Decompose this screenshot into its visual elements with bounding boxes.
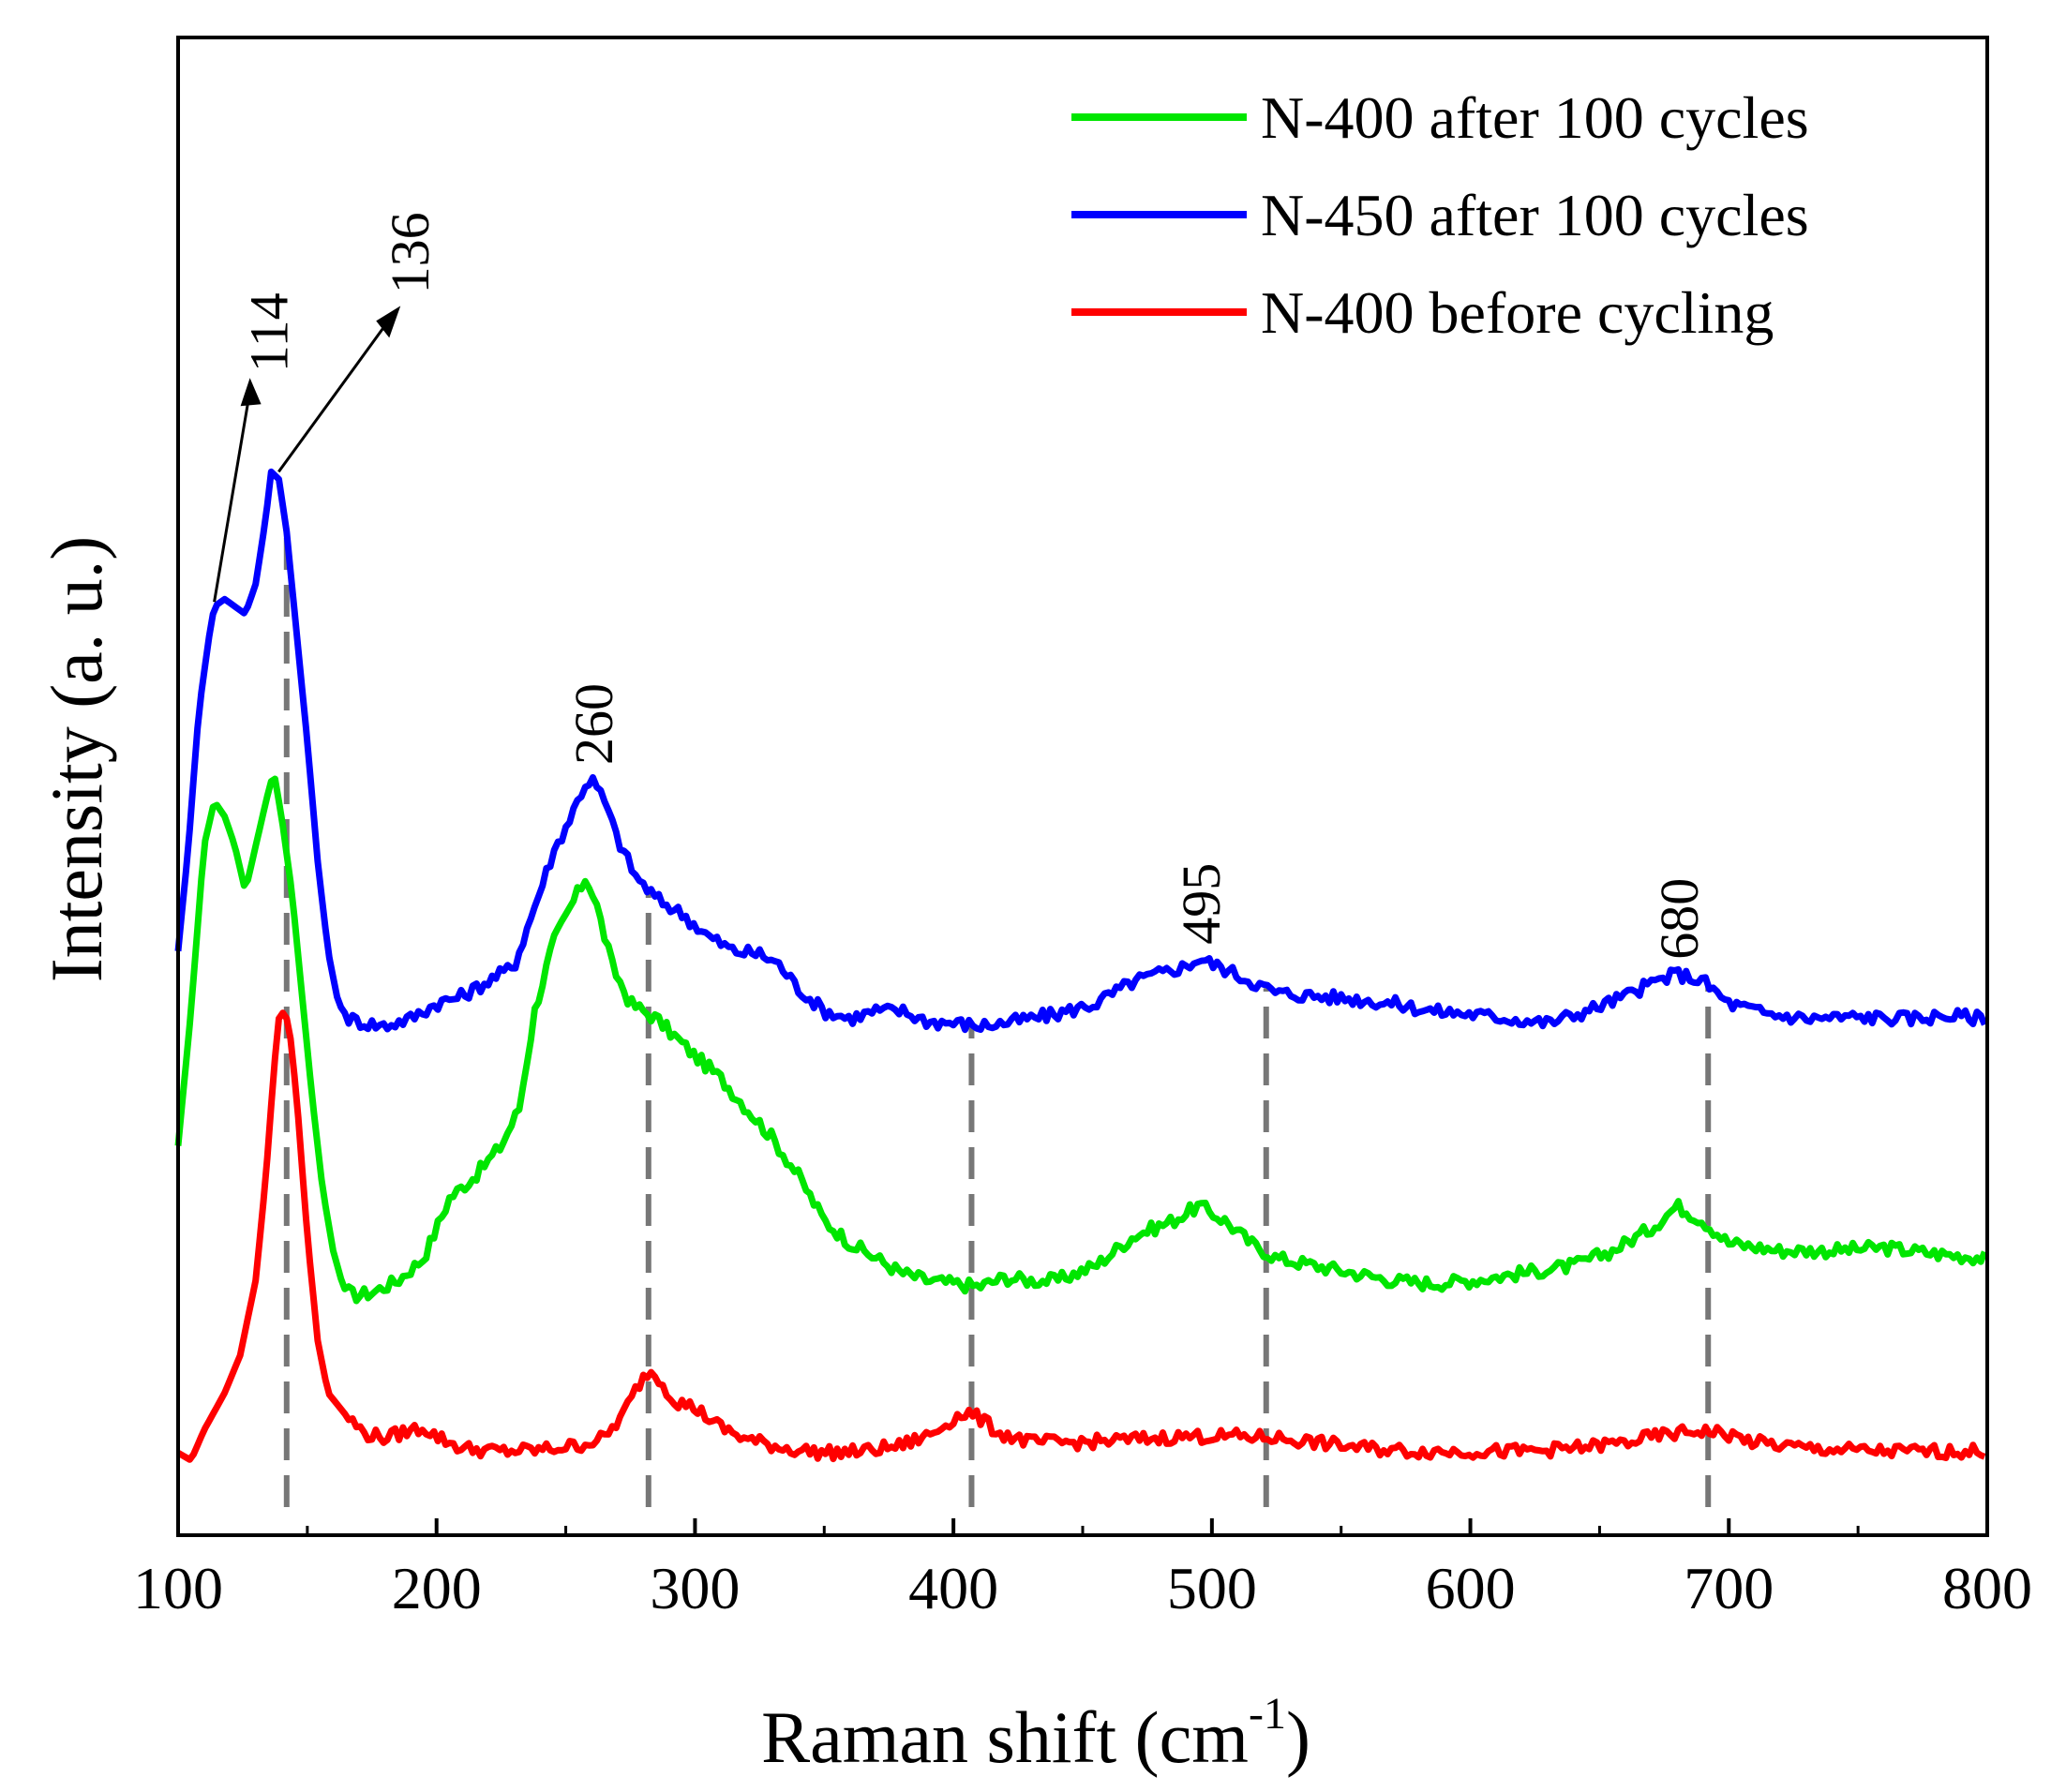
x-tick-label-5: 600 (1426, 1555, 1516, 1621)
series-line-1 (174, 468, 1988, 1034)
x-axis-title: Raman shift (cm-1) (761, 1689, 1310, 1778)
x-tick-label-3: 400 (908, 1555, 998, 1621)
annotation-arrowhead-1 (376, 306, 401, 338)
series-lines (174, 468, 1988, 1463)
annotation-label-495: 495 (1171, 863, 1232, 945)
peak-annotations: 114 136 260 495 680 (213, 212, 1710, 960)
annotation-label-260: 260 (563, 683, 624, 765)
x-tick-label-1: 200 (392, 1555, 482, 1621)
x-tick-label-0: 100 (133, 1555, 223, 1621)
x-axis-title-close: ) (1286, 1696, 1310, 1778)
legend-label-1: N-450 after 100 cycles (1261, 182, 1809, 248)
annotation-label-114: 114 (239, 292, 300, 372)
x-ticks: 100 200 300 400 500 600 700 800 (133, 1518, 2032, 1621)
annotation-label-680: 680 (1649, 878, 1710, 960)
series-line-0 (174, 775, 1988, 1305)
legend-label-0: N-400 after 100 cycles (1261, 84, 1809, 151)
annotation-arrow-1 (277, 316, 393, 473)
y-axis-title: Intensity (a. u.) (36, 536, 117, 983)
x-tick-label-6: 700 (1684, 1555, 1774, 1621)
x-tick-label-7: 800 (1942, 1555, 2032, 1621)
annotation-arrowhead-0 (240, 378, 262, 407)
annotation-arrow-0 (213, 390, 252, 603)
x-tick-label-2: 300 (650, 1555, 740, 1621)
series-line-2 (176, 1009, 1986, 1463)
plot-frame (176, 36, 1989, 1537)
legend: N-400 after 100 cycles N-450 after 100 cy… (1071, 84, 1809, 346)
legend-label-2: N-400 before cycling (1261, 279, 1774, 346)
annotation-label-136: 136 (380, 212, 441, 293)
x-tick-label-4: 500 (1167, 1555, 1257, 1621)
x-axis-title-superscript: -1 (1249, 1689, 1286, 1739)
